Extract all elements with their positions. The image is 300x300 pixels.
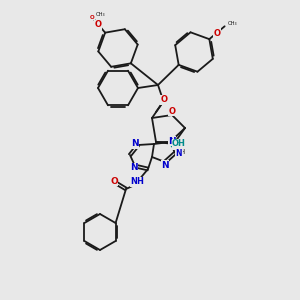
Text: OH: OH <box>172 140 186 148</box>
Text: O: O <box>214 29 221 38</box>
Text: N: N <box>176 148 182 157</box>
Text: O: O <box>169 140 176 149</box>
Text: CH₃: CH₃ <box>228 21 237 26</box>
Text: N: N <box>161 160 169 169</box>
Text: O: O <box>169 106 176 116</box>
Text: O: O <box>160 95 167 104</box>
Text: H: H <box>175 140 181 148</box>
Text: N: N <box>168 136 176 146</box>
Text: CH₃: CH₃ <box>95 12 105 17</box>
Text: H: H <box>179 149 184 155</box>
Text: O: O <box>110 176 118 185</box>
Text: N: N <box>130 164 138 172</box>
Text: N: N <box>176 149 182 155</box>
Text: NH: NH <box>130 178 144 187</box>
Text: O: O <box>90 15 94 20</box>
Text: N: N <box>176 149 182 158</box>
Text: N: N <box>131 140 139 148</box>
Text: O: O <box>95 20 102 29</box>
